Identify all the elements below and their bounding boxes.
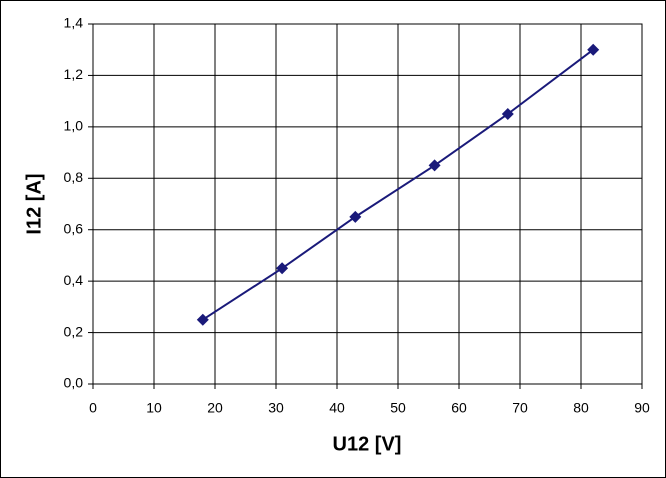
y-tick-label: 1,2	[64, 66, 84, 82]
y-axis-title: I12 [A]	[23, 173, 45, 234]
x-tick-label: 50	[390, 400, 406, 416]
data-point	[276, 262, 289, 275]
data-point	[587, 43, 600, 56]
x-tick-label: 20	[207, 400, 223, 416]
x-tick-label: 40	[329, 400, 345, 416]
x-tick-label: 10	[146, 400, 162, 416]
x-tick-label: 90	[634, 400, 650, 416]
y-tick-label: 0,8	[64, 169, 84, 185]
x-tick-label: 80	[573, 400, 589, 416]
y-tick-label: 1,4	[64, 15, 84, 31]
series-line	[202, 48, 594, 321]
data-point	[349, 210, 362, 223]
data-point	[196, 313, 209, 326]
x-tick-label: 60	[451, 400, 467, 416]
x-tick-label: 30	[268, 400, 284, 416]
data-point	[501, 108, 514, 120]
x-tick-label: 70	[512, 400, 528, 416]
x-tick-label: 0	[89, 400, 97, 416]
y-tick-label: 1,0	[64, 118, 84, 134]
y-tick-label: 0,2	[64, 323, 84, 339]
y-tick-label: 0,0	[64, 375, 84, 391]
plot-area	[92, 23, 643, 385]
y-tick-label: 0,4	[64, 272, 84, 288]
y-tick-label: 0,6	[64, 220, 84, 236]
data-point	[428, 159, 441, 172]
x-axis-title: U12 [V]	[333, 433, 402, 455]
